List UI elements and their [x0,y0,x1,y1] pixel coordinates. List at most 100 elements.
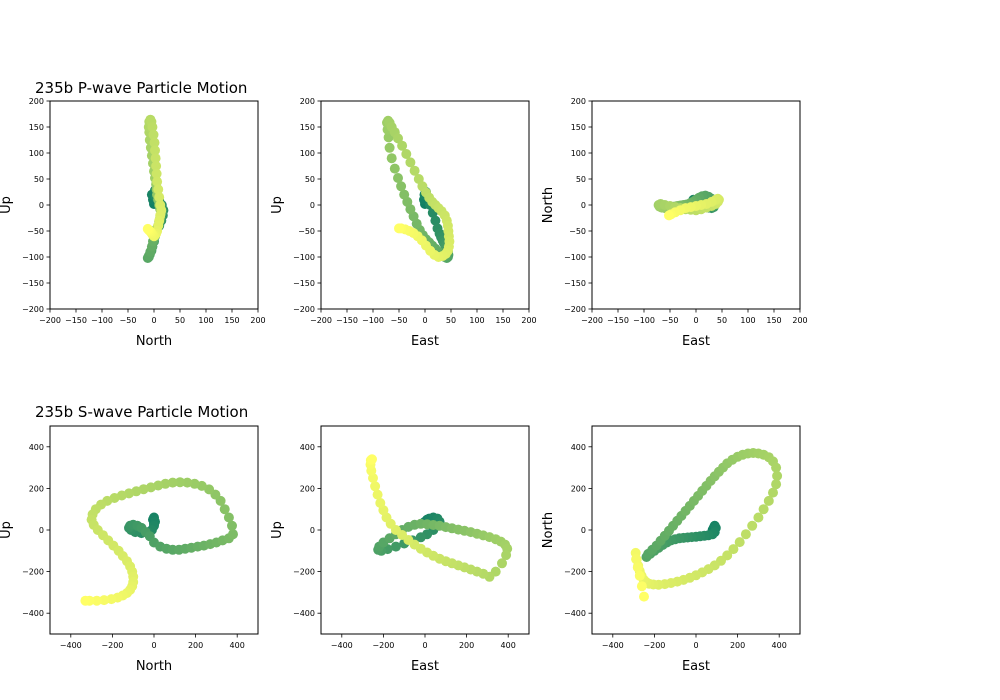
data-point [370,481,381,492]
y-tick-label: 100 [300,149,315,158]
x-axis-label: North [136,334,172,349]
y-tick-label: 100 [29,149,44,158]
y-tick-label: 400 [571,443,586,452]
data-point [219,504,230,515]
x-tick-label: 400 [501,641,516,650]
y-axis-label: Up [0,521,14,539]
x-tick-label: −200 [643,641,665,650]
data-point [149,137,160,148]
x-axis-label: East [682,334,710,349]
data-point [747,520,758,531]
data-point [148,129,159,140]
y-tick-label: 0 [39,526,44,535]
y-tick-label: 400 [29,443,44,452]
chart-panel-p-east-up: −200 −150 −100 −50 0 50 100 150 200−200−150−100−… [270,97,537,349]
data-point [771,462,782,473]
data-point [393,173,403,183]
y-tick-label: 50 [34,175,44,184]
data-points-p-north-up [142,114,169,263]
x-tick-label: 50 [446,316,456,325]
x-tick-label: −200 [581,316,603,325]
y-tick-label: 50 [305,175,315,184]
data-point [393,133,403,144]
data-point [384,142,395,153]
data-point [772,470,783,481]
y-tick-label: −200 [564,568,586,577]
p-wave-section-title: 235b P-wave Particle Motion [35,79,247,97]
data-point [636,581,647,592]
data-point [430,215,441,226]
y-tick-label: 50 [576,175,586,184]
data-point [497,558,507,569]
data-point [223,512,234,523]
data-point [409,165,420,176]
x-tick-label: 200 [459,641,474,650]
chart-panel-s-north-up: −400 −200 0 200 400 −400 −200 0 200 400 North Up [0,425,259,674]
y-tick-label: −100 [293,253,315,262]
data-point [151,168,162,179]
data-point [664,210,674,221]
x-tick-label: −200 [101,641,123,650]
y-tick-label: 400 [300,443,315,452]
x-axis-label: East [682,659,710,674]
y-tick-label: −50 [298,227,315,236]
x-tick-label: −150 [336,316,358,325]
data-point [501,550,512,560]
y-tick-label: −150 [564,279,586,288]
data-points-s-east-north [630,448,783,602]
x-tick-label: −400 [331,641,353,650]
data-point [367,454,377,465]
x-tick-label: 0 [693,316,698,325]
data-point [734,537,745,548]
y-tick-label: 200 [571,97,586,106]
data-points-p-east-north [653,190,724,221]
data-point [152,176,163,187]
data-point [80,595,91,606]
data-points-p-east-up [382,115,455,263]
y-tick-label: 200 [571,484,586,493]
y-tick-label: −400 [564,609,586,618]
x-tick-label: −400 [602,641,624,650]
x-tick-label: 50 [175,316,185,325]
x-tick-label: −100 [362,316,384,325]
y-tick-label: 0 [310,526,315,535]
data-point [150,145,160,156]
y-tick-label: −200 [22,568,44,577]
data-point [228,529,238,540]
y-tick-label: 200 [29,97,44,106]
x-tick-label: 100 [198,316,213,325]
data-point [99,595,110,606]
x-tick-label: −100 [91,316,113,325]
data-point [175,477,185,488]
data-point [106,594,117,605]
y-tick-label: −200 [293,568,315,577]
x-tick-label: 150 [766,316,781,325]
data-point [396,181,407,192]
x-tick-label: 0 [693,641,698,650]
y-tick-label: 150 [571,123,586,132]
y-tick-label: −150 [22,279,44,288]
data-point [227,520,237,531]
x-tick-label: 0 [151,316,156,325]
data-point [401,149,412,159]
data-point [372,489,383,500]
data-points-s-north-up [80,477,238,606]
data-point [397,140,408,151]
x-tick-label: 0 [151,641,156,650]
data-point [639,591,649,602]
x-tick-label: 200 [730,641,745,650]
x-tick-label: −150 [607,316,629,325]
x-tick-label: −150 [65,316,87,325]
y-tick-label: 0 [581,201,586,210]
y-tick-label: −150 [293,279,315,288]
x-axis-label: East [411,334,439,349]
data-point [182,477,193,488]
x-tick-label: 50 [717,316,727,325]
data-point [405,157,416,168]
data-point [386,153,397,164]
x-tick-label: 400 [230,641,245,650]
data-point [634,570,645,581]
data-point [728,544,739,555]
data-point [151,161,162,171]
